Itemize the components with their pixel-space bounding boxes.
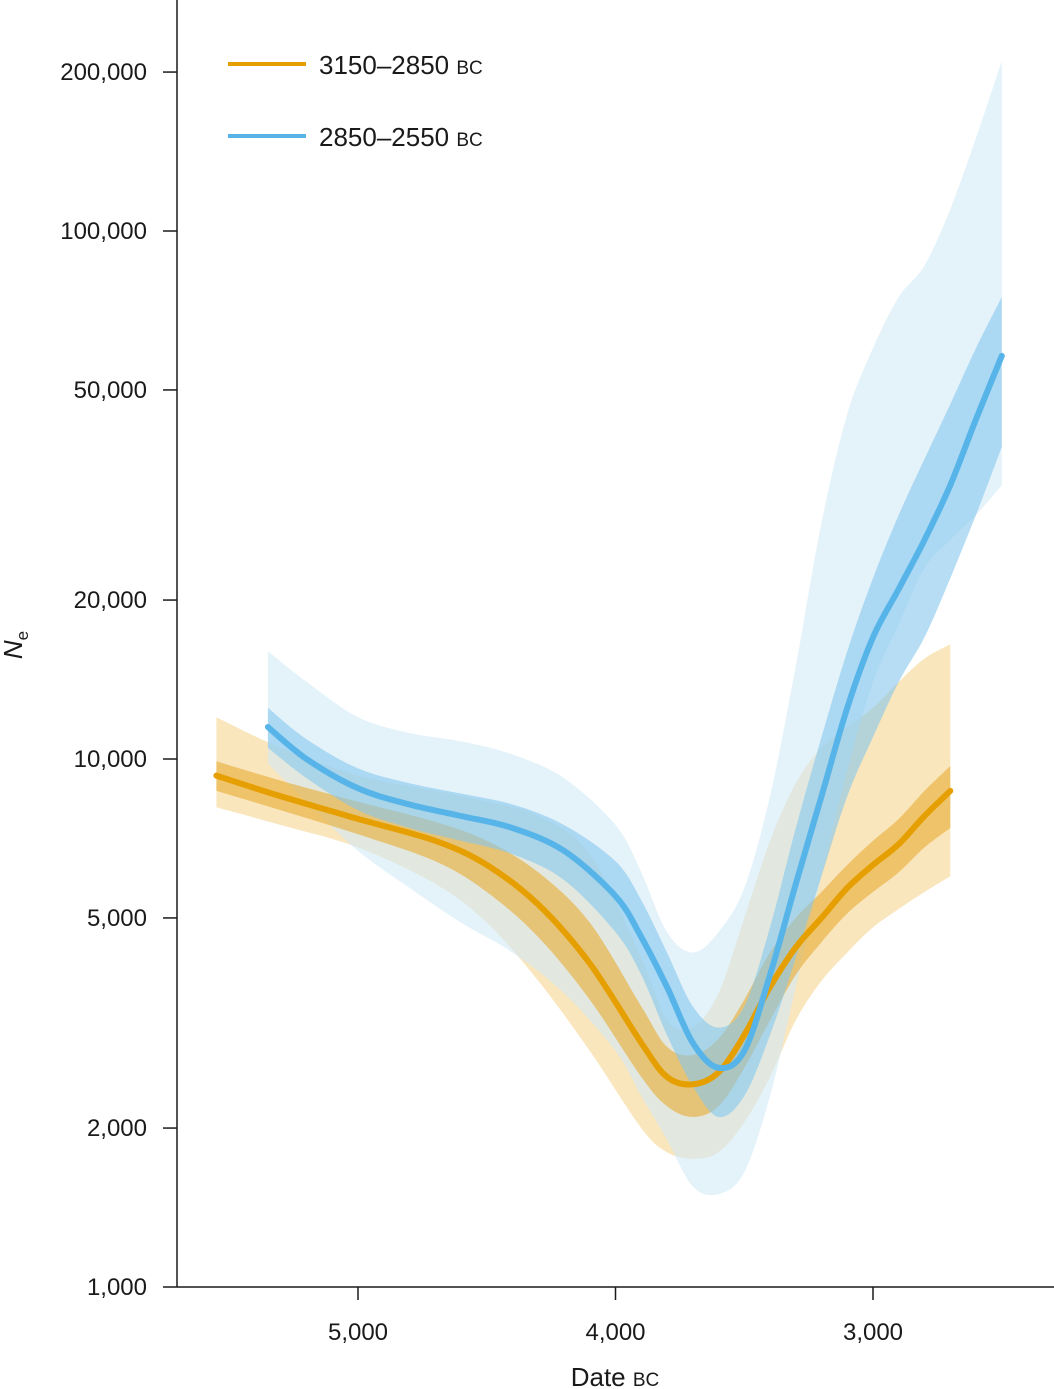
y-tick-label: 200,000 xyxy=(60,59,147,86)
median-lines xyxy=(213,352,1005,1088)
y-tick-label: 100,000 xyxy=(60,218,147,245)
series-2-outer-band xyxy=(267,60,1002,1196)
x-tick-label: 5,000 xyxy=(328,1319,388,1346)
series-1-median-line xyxy=(213,772,954,1088)
legend: 3150–2850 BC 2850–2550 BC xyxy=(228,50,483,152)
y-tick-label: 5,000 xyxy=(87,905,147,932)
x-tick-label: 4,000 xyxy=(585,1319,645,1346)
y-tick-label: 10,000 xyxy=(74,746,147,773)
x-axis-title: Date BC xyxy=(571,1362,660,1389)
x-axis-title-suffix: BC xyxy=(633,1370,659,1389)
legend-label-2: 2850–2550 BC xyxy=(319,122,483,152)
y-axis-title-sub: e xyxy=(13,631,32,640)
legend-label-2-suffix: BC xyxy=(456,130,482,151)
y-tick-label: 2,000 xyxy=(87,1115,147,1142)
y-axis-title-main: N xyxy=(0,640,28,659)
x-axis-ticks: 5,000 4,000 3,000 xyxy=(328,1287,903,1346)
confidence-bands xyxy=(216,60,1002,1196)
x-axis-title-main: Date xyxy=(571,1362,626,1389)
series-2-inner-band xyxy=(267,297,1002,1118)
series-2-median-line xyxy=(264,352,1005,1072)
y-axis-ticks: 1,000 2,000 5,000 10,000 20,000 50,000 100,000… xyxy=(60,59,177,1301)
legend-label-1: 3150–2850 BC xyxy=(319,50,483,80)
y-tick-label: 20,000 xyxy=(74,587,147,614)
y-tick-label: 1,000 xyxy=(87,1274,147,1301)
legend-label-1-suffix: BC xyxy=(456,58,482,79)
y-tick-label: 50,000 xyxy=(74,377,147,404)
y-axis-title: Ne xyxy=(0,631,32,659)
series-1-inner-band xyxy=(216,761,951,1117)
legend-label-1-range: 3150–2850 xyxy=(319,50,449,80)
x-tick-label: 3,000 xyxy=(843,1319,903,1346)
legend-label-2-range: 2850–2550 xyxy=(319,122,449,152)
